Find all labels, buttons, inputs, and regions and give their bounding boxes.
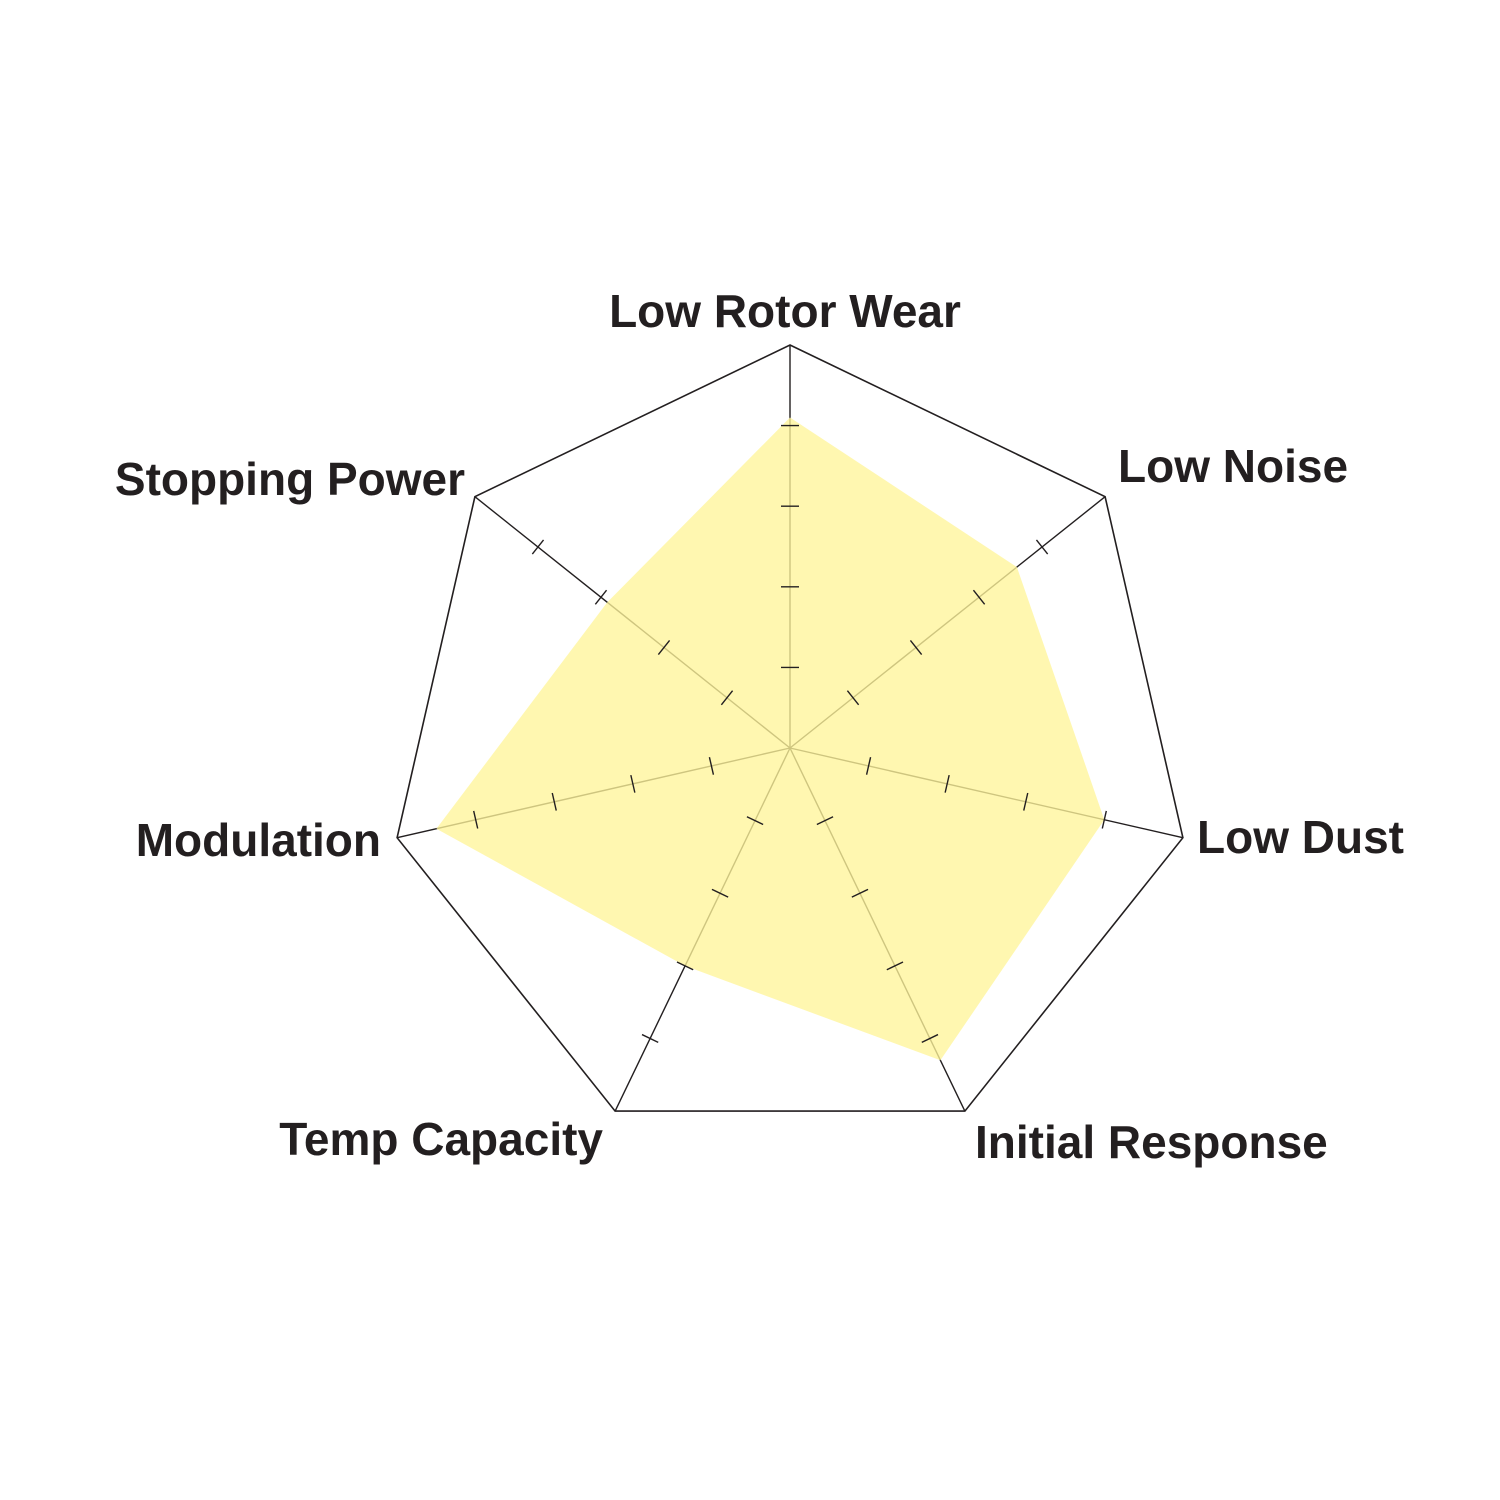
tick-mark bbox=[708, 757, 715, 775]
tick-mark bbox=[816, 816, 834, 826]
tick-mark bbox=[944, 774, 950, 793]
axis-label-low-dust: Low Dust bbox=[1197, 811, 1404, 863]
tick-mark bbox=[1023, 792, 1029, 811]
tick-mark bbox=[851, 888, 869, 898]
tick-mark bbox=[676, 961, 694, 971]
axis-label-stopping-power: Stopping Power bbox=[115, 453, 465, 505]
tick-mark bbox=[594, 589, 608, 605]
series-area bbox=[436, 417, 1105, 1061]
tick-mark bbox=[641, 1033, 659, 1044]
tick-mark bbox=[865, 757, 872, 775]
tick-mark bbox=[711, 888, 729, 898]
tick-mark bbox=[909, 640, 923, 655]
axis-label-low-rotor-wear: Low Rotor Wear bbox=[609, 285, 961, 337]
tick-mark bbox=[886, 961, 904, 971]
axis-label-low-noise: Low Noise bbox=[1118, 440, 1348, 492]
outer-frame bbox=[396, 344, 1184, 1112]
tick-marks bbox=[472, 424, 1108, 1044]
tick-mark bbox=[746, 816, 764, 826]
axis-label-temp-capacity: Temp Capacity bbox=[279, 1113, 603, 1165]
tick-mark bbox=[1101, 810, 1108, 829]
tick-mark bbox=[1035, 539, 1049, 555]
tick-mark bbox=[657, 640, 671, 655]
tick-mark bbox=[846, 690, 860, 706]
tick-mark bbox=[630, 774, 636, 793]
axis-label-modulation: Modulation bbox=[136, 814, 381, 866]
tick-mark bbox=[472, 810, 479, 829]
tick-mark bbox=[720, 690, 734, 706]
tick-mark bbox=[551, 792, 557, 811]
tick-mark bbox=[921, 1033, 939, 1044]
tick-mark bbox=[531, 539, 545, 555]
tick-mark bbox=[972, 589, 986, 605]
axis-label-initial-response: Initial Response bbox=[975, 1116, 1328, 1168]
